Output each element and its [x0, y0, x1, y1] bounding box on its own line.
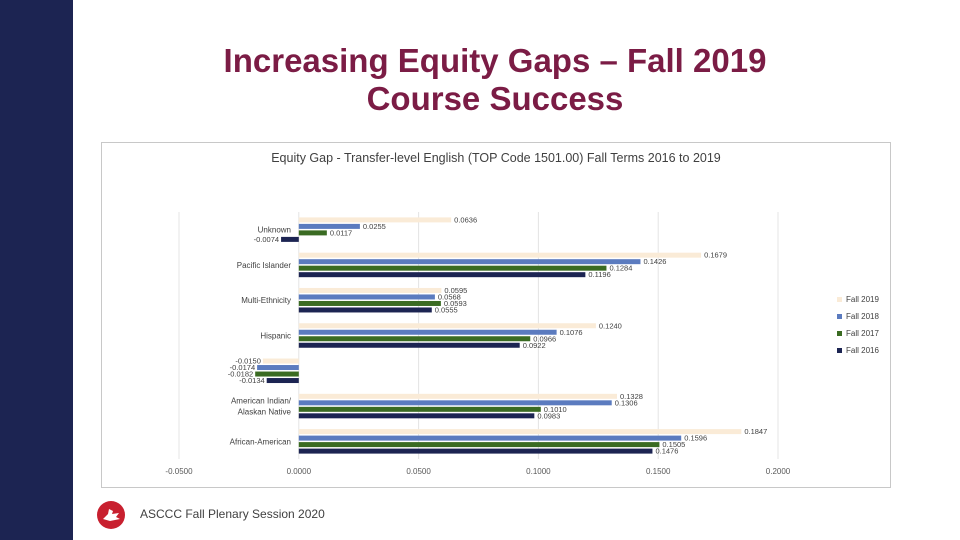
- category-label: African-American: [230, 437, 291, 446]
- bar: [281, 236, 299, 242]
- legend-label: Fall 2019: [846, 295, 879, 304]
- bar: [298, 400, 612, 406]
- slide-title-line-1: Increasing Equity Gaps – Fall 2019: [223, 42, 767, 79]
- bar: [298, 429, 742, 435]
- bar: [298, 230, 327, 236]
- data-label: -0.0150: [235, 357, 260, 366]
- bar: [298, 223, 360, 229]
- bar: [298, 272, 586, 278]
- bar: [298, 294, 435, 300]
- bar: [298, 448, 653, 454]
- data-label: 0.1847: [744, 427, 767, 436]
- category-label: American Indian/: [231, 397, 292, 406]
- bar: [298, 336, 531, 342]
- bar: [298, 435, 682, 441]
- category-label: Multi-Ethnicity: [241, 296, 291, 305]
- data-label: 0.0636: [454, 215, 477, 224]
- bar: [266, 378, 299, 384]
- category-label: Alaskan Native: [238, 408, 292, 417]
- legend-label: Fall 2018: [846, 312, 879, 321]
- data-label: 0.1284: [609, 264, 632, 273]
- data-label: 0.1240: [599, 321, 622, 330]
- bar: [298, 323, 596, 329]
- bar: [298, 442, 660, 448]
- category-label: Pacific Islander: [237, 261, 292, 270]
- data-label: 0.0595: [444, 286, 467, 295]
- bar: [298, 329, 557, 335]
- bar: [255, 371, 299, 377]
- data-label: -0.0134: [239, 376, 264, 385]
- data-label: 0.1596: [684, 434, 707, 443]
- slide-title-line-2: Course Success: [366, 80, 624, 117]
- data-label: 0.1328: [620, 392, 643, 401]
- data-label: 0.1426: [643, 257, 666, 266]
- bar: [298, 307, 432, 313]
- category-label: Hispanic: [260, 332, 291, 341]
- legend-swatch: [837, 297, 842, 302]
- data-label: 0.1306: [615, 398, 638, 407]
- x-tick-label: 0.1500: [646, 467, 671, 476]
- legend-label: Fall 2017: [846, 329, 879, 338]
- data-label: 0.1679: [704, 251, 727, 260]
- bar: [298, 406, 541, 412]
- bar: [298, 413, 535, 419]
- data-label: 0.0983: [537, 411, 560, 420]
- footer-text: ASCCC Fall Plenary Session 2020: [140, 507, 325, 521]
- legend-swatch: [837, 331, 842, 336]
- category-label: Unknown: [258, 226, 291, 235]
- data-label: 0.0593: [444, 299, 467, 308]
- data-label: -0.0182: [228, 370, 253, 379]
- bar: [257, 365, 299, 371]
- data-label: 0.0117: [330, 228, 352, 237]
- x-tick-label: 0.0000: [287, 467, 312, 476]
- data-label: -0.0074: [254, 235, 279, 244]
- chart-title: Equity Gap - Transfer-level English (TOP…: [271, 151, 721, 165]
- legend-swatch: [837, 314, 842, 319]
- legend-label: Fall 2016: [846, 346, 879, 355]
- x-tick-label: 0.0500: [406, 467, 431, 476]
- cardinal-icon: [97, 501, 125, 529]
- data-label: 0.0555: [435, 305, 458, 314]
- bar: [298, 287, 442, 293]
- data-label: 0.1505: [662, 440, 685, 449]
- data-label: 0.1476: [655, 447, 678, 456]
- bar: [298, 300, 441, 306]
- x-tick-label: 0.1000: [526, 467, 551, 476]
- data-label: -0.0174: [230, 363, 255, 372]
- data-label: 0.0966: [533, 334, 556, 343]
- legend-swatch: [837, 348, 842, 353]
- data-label: 0.0568: [438, 292, 461, 301]
- x-tick-label: -0.0500: [165, 467, 193, 476]
- data-label: 0.1010: [544, 405, 567, 414]
- bar: [298, 259, 641, 265]
- bar: [298, 217, 452, 223]
- data-label: 0.0255: [363, 222, 386, 231]
- sidebar-band: [0, 0, 73, 540]
- bar: [298, 252, 702, 258]
- data-label: 0.1076: [560, 328, 583, 337]
- slide-title: Increasing Equity Gaps – Fall 2019 Cours…: [100, 42, 890, 118]
- data-label: 0.0922: [523, 341, 546, 350]
- chart-frame: [101, 142, 891, 488]
- data-label: 0.1196: [588, 270, 610, 279]
- x-tick-label: 0.2000: [766, 467, 791, 476]
- bar: [262, 358, 299, 364]
- bar: [298, 342, 520, 348]
- bar: [298, 393, 617, 399]
- bar: [298, 265, 607, 271]
